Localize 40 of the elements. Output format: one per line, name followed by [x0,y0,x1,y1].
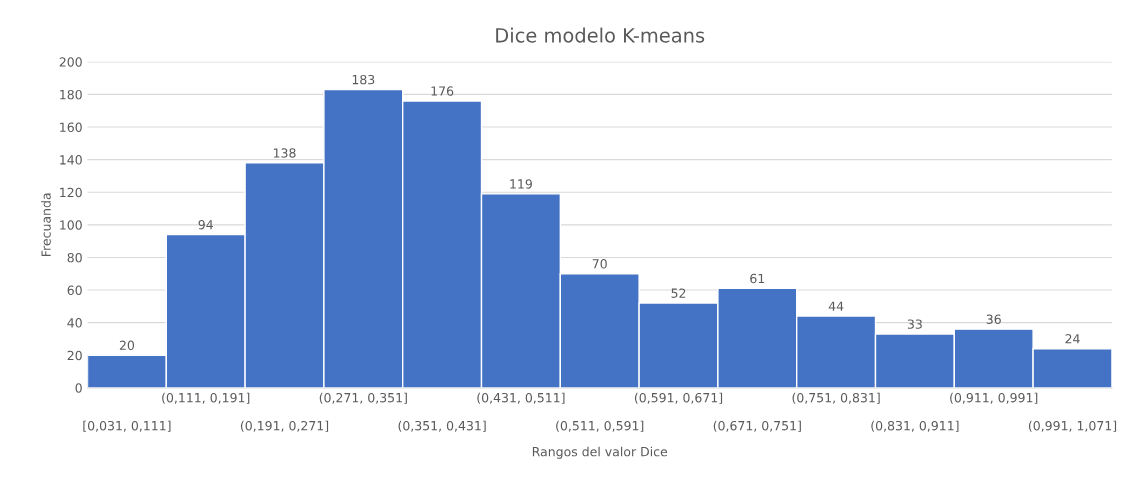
data-label: 33 [907,319,922,329]
data-label: 183 [352,74,375,85]
x-tick-label: (0,831, 0,911] [871,420,959,432]
chart-title: Dice modelo K-means [496,27,705,43]
x-tick-label: (0,591, 0,671] [634,392,723,404]
y-tick-label: 40 [67,318,82,328]
data-label: 119 [510,179,532,189]
y-tick-label: 140 [60,155,82,165]
x-tick-label: (0,111, 0,191] [162,392,250,404]
data-label: 138 [273,148,296,158]
x-tick-label: (0,271, 0,351] [319,392,407,404]
x-tick-label: (0,511, 0,591] [556,420,644,432]
x-tick-label: (0,751, 0,831] [792,392,880,404]
data-label: 70 [592,259,607,269]
y-axis-title: Frecuanda [41,193,51,257]
y-tick-label: 120 [60,187,82,198]
x-tick-label: (0,991, 1,071] [1028,420,1117,432]
y-tick-label: 100 [60,220,82,230]
data-label: 52 [671,288,686,298]
x-tick-label: (0,351, 0,431] [398,420,486,432]
data-label: 44 [828,301,844,311]
x-tick-label: (0,191, 0,271] [240,420,329,432]
x-tick-label: (0,911, 0,991] [950,392,1038,404]
x-axis-title: Rangos del valor Dice [532,446,668,459]
data-label: 36 [986,314,1001,324]
y-tick-label: 60 [67,285,82,295]
data-label: 176 [431,86,454,96]
y-tick-label: 0 [75,383,82,393]
y-tick-label: 80 [67,252,82,263]
x-tick-label: [0,031, 0,111] [83,420,171,432]
y-tick-label: 200 [59,57,82,67]
y-tick-label: 160 [60,122,82,132]
x-tick-label: (0,431, 0,511] [477,392,565,404]
data-label: 61 [750,273,765,284]
data-label: 24 [1065,334,1080,344]
y-tick-label: 180 [60,89,82,100]
data-label: 20 [119,340,135,351]
data-label: 94 [198,219,213,230]
x-tick-label: (0,671, 0,751] [713,420,801,432]
y-tick-label: 20 [67,350,82,361]
